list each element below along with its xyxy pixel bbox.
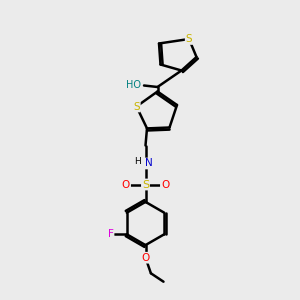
Text: S: S (186, 34, 192, 44)
Text: S: S (133, 101, 140, 112)
Text: O: O (122, 179, 130, 190)
Text: N: N (145, 158, 152, 169)
Text: O: O (141, 253, 150, 263)
Text: S: S (142, 179, 149, 190)
Text: H: H (134, 158, 140, 166)
Text: HO: HO (126, 80, 141, 91)
Text: O: O (161, 179, 169, 190)
Text: F: F (108, 229, 113, 239)
